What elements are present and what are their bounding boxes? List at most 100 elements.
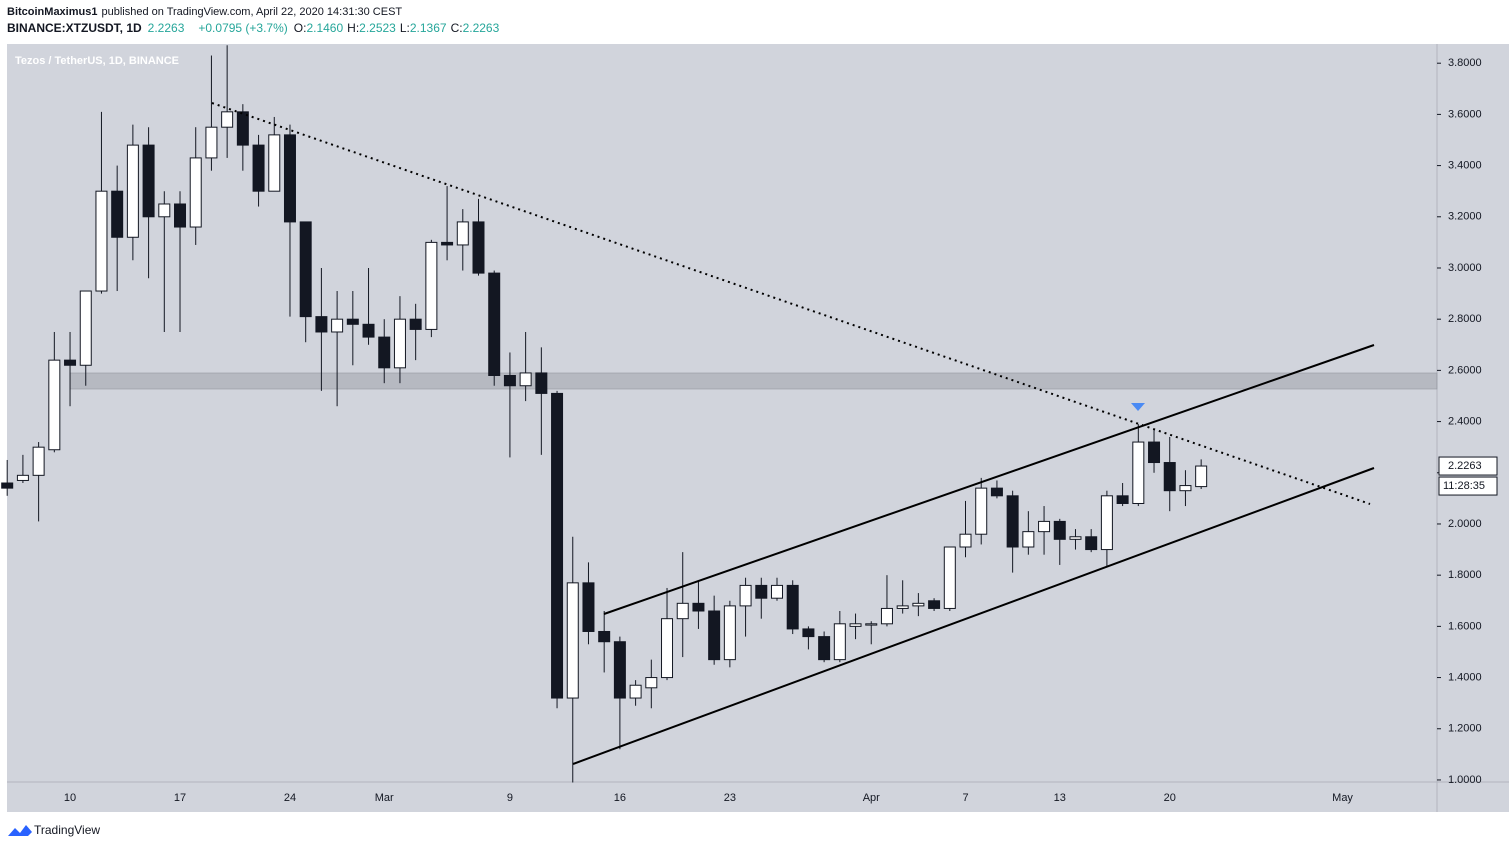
- y-tick-label: 2.4000: [1448, 415, 1482, 427]
- candle-body: [126, 144, 139, 238]
- candle-body: [95, 190, 108, 292]
- candle-body: [849, 623, 862, 627]
- l-label: L:: [400, 21, 410, 35]
- candle-body: [645, 677, 658, 689]
- candle-body: [975, 487, 988, 535]
- y-tick-label: 2.6000: [1448, 364, 1482, 376]
- candle-body: [928, 600, 941, 609]
- change: +0.0795 (+3.7%): [198, 21, 287, 35]
- candle-body: [236, 111, 249, 146]
- price-tag: 2.2263: [1448, 460, 1482, 472]
- candle-body: [221, 111, 234, 128]
- candle-body: [331, 318, 344, 333]
- candle-body: [441, 241, 454, 246]
- candle-body: [598, 630, 611, 643]
- countdown-box: [1438, 476, 1498, 496]
- x-tick-label: 13: [1054, 792, 1066, 804]
- descending-trendline: [211, 102, 1371, 505]
- y-tick-label: 3.0000: [1448, 262, 1482, 274]
- last-price: 2.2263: [148, 21, 185, 35]
- candle-body: [802, 628, 815, 638]
- candle-body: [535, 372, 548, 394]
- candle-body: [1053, 520, 1066, 540]
- candle-body: [551, 392, 564, 699]
- marker-triangle: [1131, 403, 1145, 411]
- tradingview-logo: TradingView: [8, 823, 100, 837]
- countdown: 11:28:35: [1443, 480, 1485, 492]
- h-label: H:: [347, 21, 359, 35]
- candle-body: [865, 623, 878, 626]
- candle-body: [1116, 495, 1129, 504]
- candle-body: [990, 487, 1003, 497]
- x-tick-label: Apr: [863, 792, 880, 804]
- candle-body: [833, 623, 846, 661]
- candle-body: [205, 126, 218, 159]
- candle-body: [1132, 441, 1145, 504]
- y-tick-label: 3.6000: [1448, 108, 1482, 120]
- candle-body: [943, 546, 956, 609]
- logo-icon: [8, 825, 32, 836]
- candle-body: [48, 359, 61, 451]
- candle-body: [1006, 495, 1019, 548]
- x-tick-label: 23: [724, 792, 736, 804]
- candle-body: [425, 241, 438, 330]
- x-tick-label: 9: [507, 792, 513, 804]
- candle-body: [1148, 441, 1161, 464]
- candle-body: [1163, 462, 1176, 492]
- x-tick-label: 24: [284, 792, 296, 804]
- x-tick-label: 16: [614, 792, 626, 804]
- candle-body: [629, 684, 642, 699]
- y-tick-label: 3.2000: [1448, 211, 1482, 223]
- y-tick-label: 1.8000: [1448, 569, 1482, 581]
- symbol-line: BINANCE:XTZUSDT, 1D 2.2263 +0.0795 (+3.7%)…: [7, 21, 500, 35]
- symbol: BINANCE:XTZUSDT, 1D: [7, 21, 142, 35]
- chart-title: Tezos / TetherUS, 1D, BINANCE: [15, 55, 179, 67]
- candle-body: [189, 157, 202, 228]
- candle-body: [1085, 536, 1098, 551]
- brand: TradingView: [34, 823, 100, 837]
- price-tag-box: [1438, 456, 1498, 476]
- candle-body: [32, 446, 45, 476]
- candle-body: [1038, 520, 1051, 533]
- h-value: 2.2523: [359, 21, 396, 35]
- candle-body: [1179, 485, 1192, 492]
- candle-body: [676, 602, 689, 620]
- candle-body: [362, 323, 375, 338]
- author: BitcoinMaximus1: [7, 6, 97, 18]
- x-tick-label: Mar: [375, 792, 394, 804]
- candles: [1, 45, 1208, 783]
- publish-line: BitcoinMaximus1 published on TradingView.…: [7, 6, 402, 18]
- c-label: C:: [451, 21, 463, 35]
- candle-body: [503, 374, 516, 387]
- candle-body: [1195, 465, 1208, 488]
- candle-body: [268, 134, 281, 192]
- y-tick-label: 1.4000: [1448, 671, 1482, 683]
- x-tick-label: 7: [962, 792, 968, 804]
- candle-body: [283, 134, 296, 223]
- y-tick-label: 2.0000: [1448, 518, 1482, 530]
- candle-body: [252, 144, 265, 192]
- candle-body: [393, 318, 406, 369]
- candle-body: [708, 610, 721, 661]
- resistance-zone: [69, 372, 1438, 390]
- candle-body: [142, 144, 155, 218]
- y-tick-label: 3.4000: [1448, 159, 1482, 171]
- candle-body: [613, 641, 626, 699]
- candle-body: [582, 582, 595, 632]
- candle-body: [723, 605, 736, 661]
- candle-body: [818, 636, 831, 661]
- candle-body: [299, 221, 312, 318]
- x-tick-label: May: [1332, 792, 1353, 804]
- published: published on TradingView.com, April 22, …: [101, 6, 402, 18]
- candle-body: [786, 584, 799, 630]
- candle-body: [519, 372, 532, 387]
- candle-body: [488, 272, 501, 376]
- candle-body: [378, 336, 391, 369]
- candle-body: [16, 474, 29, 481]
- y-tick-label: 3.8000: [1448, 57, 1482, 69]
- candle-body: [472, 221, 485, 274]
- o-label: O:: [294, 21, 307, 35]
- candle-body: [896, 605, 909, 609]
